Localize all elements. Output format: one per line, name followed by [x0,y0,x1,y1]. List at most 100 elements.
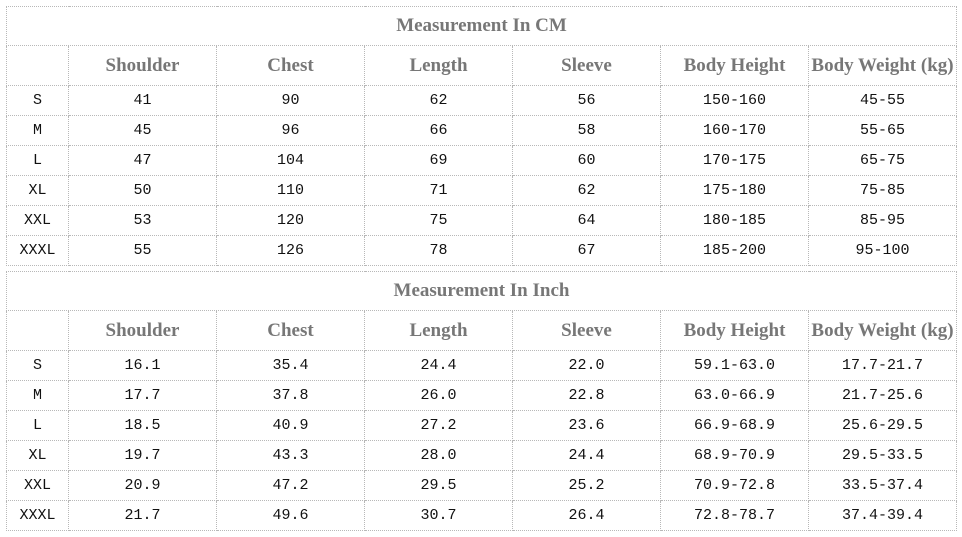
data-row: XXL 53 120 75 64 180-185 85-95 [6,205,957,236]
data-cell: 65-75 [808,145,957,176]
data-cell: 29.5 [364,470,513,501]
data-cell: 47 [68,145,217,176]
data-cell: 50 [68,175,217,206]
data-cell: 29.5-33.5 [808,440,957,471]
data-row: XXL 20.9 47.2 29.5 25.2 70.9-72.8 33.5-37.4 [6,470,957,501]
data-cell: 126 [216,235,365,266]
data-cell: 96 [216,115,365,146]
size-label: XXXL [6,500,69,531]
data-row: XL 50 110 71 62 175-180 75-85 [6,175,957,206]
data-cell: 26.0 [364,380,513,411]
data-cell: 185-200 [660,235,809,266]
data-cell: 58 [512,115,661,146]
size-label: S [6,350,69,381]
data-cell: 23.6 [512,410,661,441]
data-cell: 78 [364,235,513,266]
data-cell: 67 [512,235,661,266]
data-row: S 41 90 62 56 150-160 45-55 [6,85,957,116]
size-table: Measurement In Inch Shoulder Chest Length Sl… [6,271,957,531]
size-table: Measurement In CM Shoulder Chest Length Slee… [6,6,957,266]
table-title: Measurement In CM [6,6,957,46]
data-cell: 90 [216,85,365,116]
data-cell: 45 [68,115,217,146]
data-cell: 69 [364,145,513,176]
column-header: Chest [216,45,365,86]
data-cell: 24.4 [512,440,661,471]
table-title: Measurement In Inch [6,271,957,311]
column-header: Length [364,45,513,86]
column-header: Body Weight (kg) [808,45,957,86]
data-cell: 55 [68,235,217,266]
column-header: Shoulder [68,45,217,86]
column-header: Chest [216,310,365,351]
column-header: Sleeve [512,45,661,86]
data-row: XL 19.7 43.3 28.0 24.4 68.9-70.9 29.5-33.5 [6,440,957,471]
data-row: L 18.5 40.9 27.2 23.6 66.9-68.9 25.6-29.5 [6,410,957,441]
data-cell: 75 [364,205,513,236]
size-label: XXL [6,470,69,501]
data-cell: 17.7 [68,380,217,411]
data-cell: 37.4-39.4 [808,500,957,531]
data-cell: 30.7 [364,500,513,531]
data-cell: 70.9-72.8 [660,470,809,501]
data-cell: 68.9-70.9 [660,440,809,471]
column-header: Body Height [660,45,809,86]
data-row: XXXL 21.7 49.6 30.7 26.4 72.8-78.7 37.4-39.4 [6,500,957,531]
data-cell: 71 [364,175,513,206]
data-cell: 18.5 [68,410,217,441]
data-cell: 55-65 [808,115,957,146]
data-row: XXXL 55 126 78 67 185-200 95-100 [6,235,957,266]
data-cell: 160-170 [660,115,809,146]
data-cell: 60 [512,145,661,176]
data-cell: 33.5-37.4 [808,470,957,501]
size-label: S [6,85,69,116]
column-header: Shoulder [68,310,217,351]
data-cell: 170-175 [660,145,809,176]
data-cell: 16.1 [68,350,217,381]
data-cell: 21.7-25.6 [808,380,957,411]
size-label: M [6,380,69,411]
size-label: XXL [6,205,69,236]
data-cell: 62 [364,85,513,116]
data-cell: 40.9 [216,410,365,441]
data-cell: 150-160 [660,85,809,116]
data-cell: 27.2 [364,410,513,441]
data-cell: 104 [216,145,365,176]
header-row: Shoulder Chest Length Sleeve Body Height Body… [6,45,957,86]
size-label: XXXL [6,235,69,266]
title-row: Measurement In Inch [6,271,957,311]
data-cell: 41 [68,85,217,116]
size-label: XL [6,440,69,471]
data-cell: 24.4 [364,350,513,381]
data-cell: 63.0-66.9 [660,380,809,411]
column-header: Body Weight (kg) [808,310,957,351]
column-header: Body Height [660,310,809,351]
data-cell: 95-100 [808,235,957,266]
corner-cell [6,45,69,86]
header-row: Shoulder Chest Length Sleeve Body Height Body… [6,310,957,351]
size-label: XL [6,175,69,206]
title-row: Measurement In CM [6,6,957,46]
size-label: M [6,115,69,146]
data-cell: 180-185 [660,205,809,236]
data-cell: 56 [512,85,661,116]
data-cell: 120 [216,205,365,236]
data-cell: 62 [512,175,661,206]
data-cell: 59.1-63.0 [660,350,809,381]
data-cell: 66.9-68.9 [660,410,809,441]
data-cell: 26.4 [512,500,661,531]
data-cell: 66 [364,115,513,146]
data-cell: 43.3 [216,440,365,471]
data-cell: 85-95 [808,205,957,236]
data-cell: 35.4 [216,350,365,381]
data-cell: 20.9 [68,470,217,501]
data-cell: 25.2 [512,470,661,501]
size-label: L [6,410,69,441]
data-cell: 72.8-78.7 [660,500,809,531]
column-header: Length [364,310,513,351]
data-cell: 22.8 [512,380,661,411]
data-cell: 28.0 [364,440,513,471]
data-row: M 45 96 66 58 160-170 55-65 [6,115,957,146]
column-header: Sleeve [512,310,661,351]
